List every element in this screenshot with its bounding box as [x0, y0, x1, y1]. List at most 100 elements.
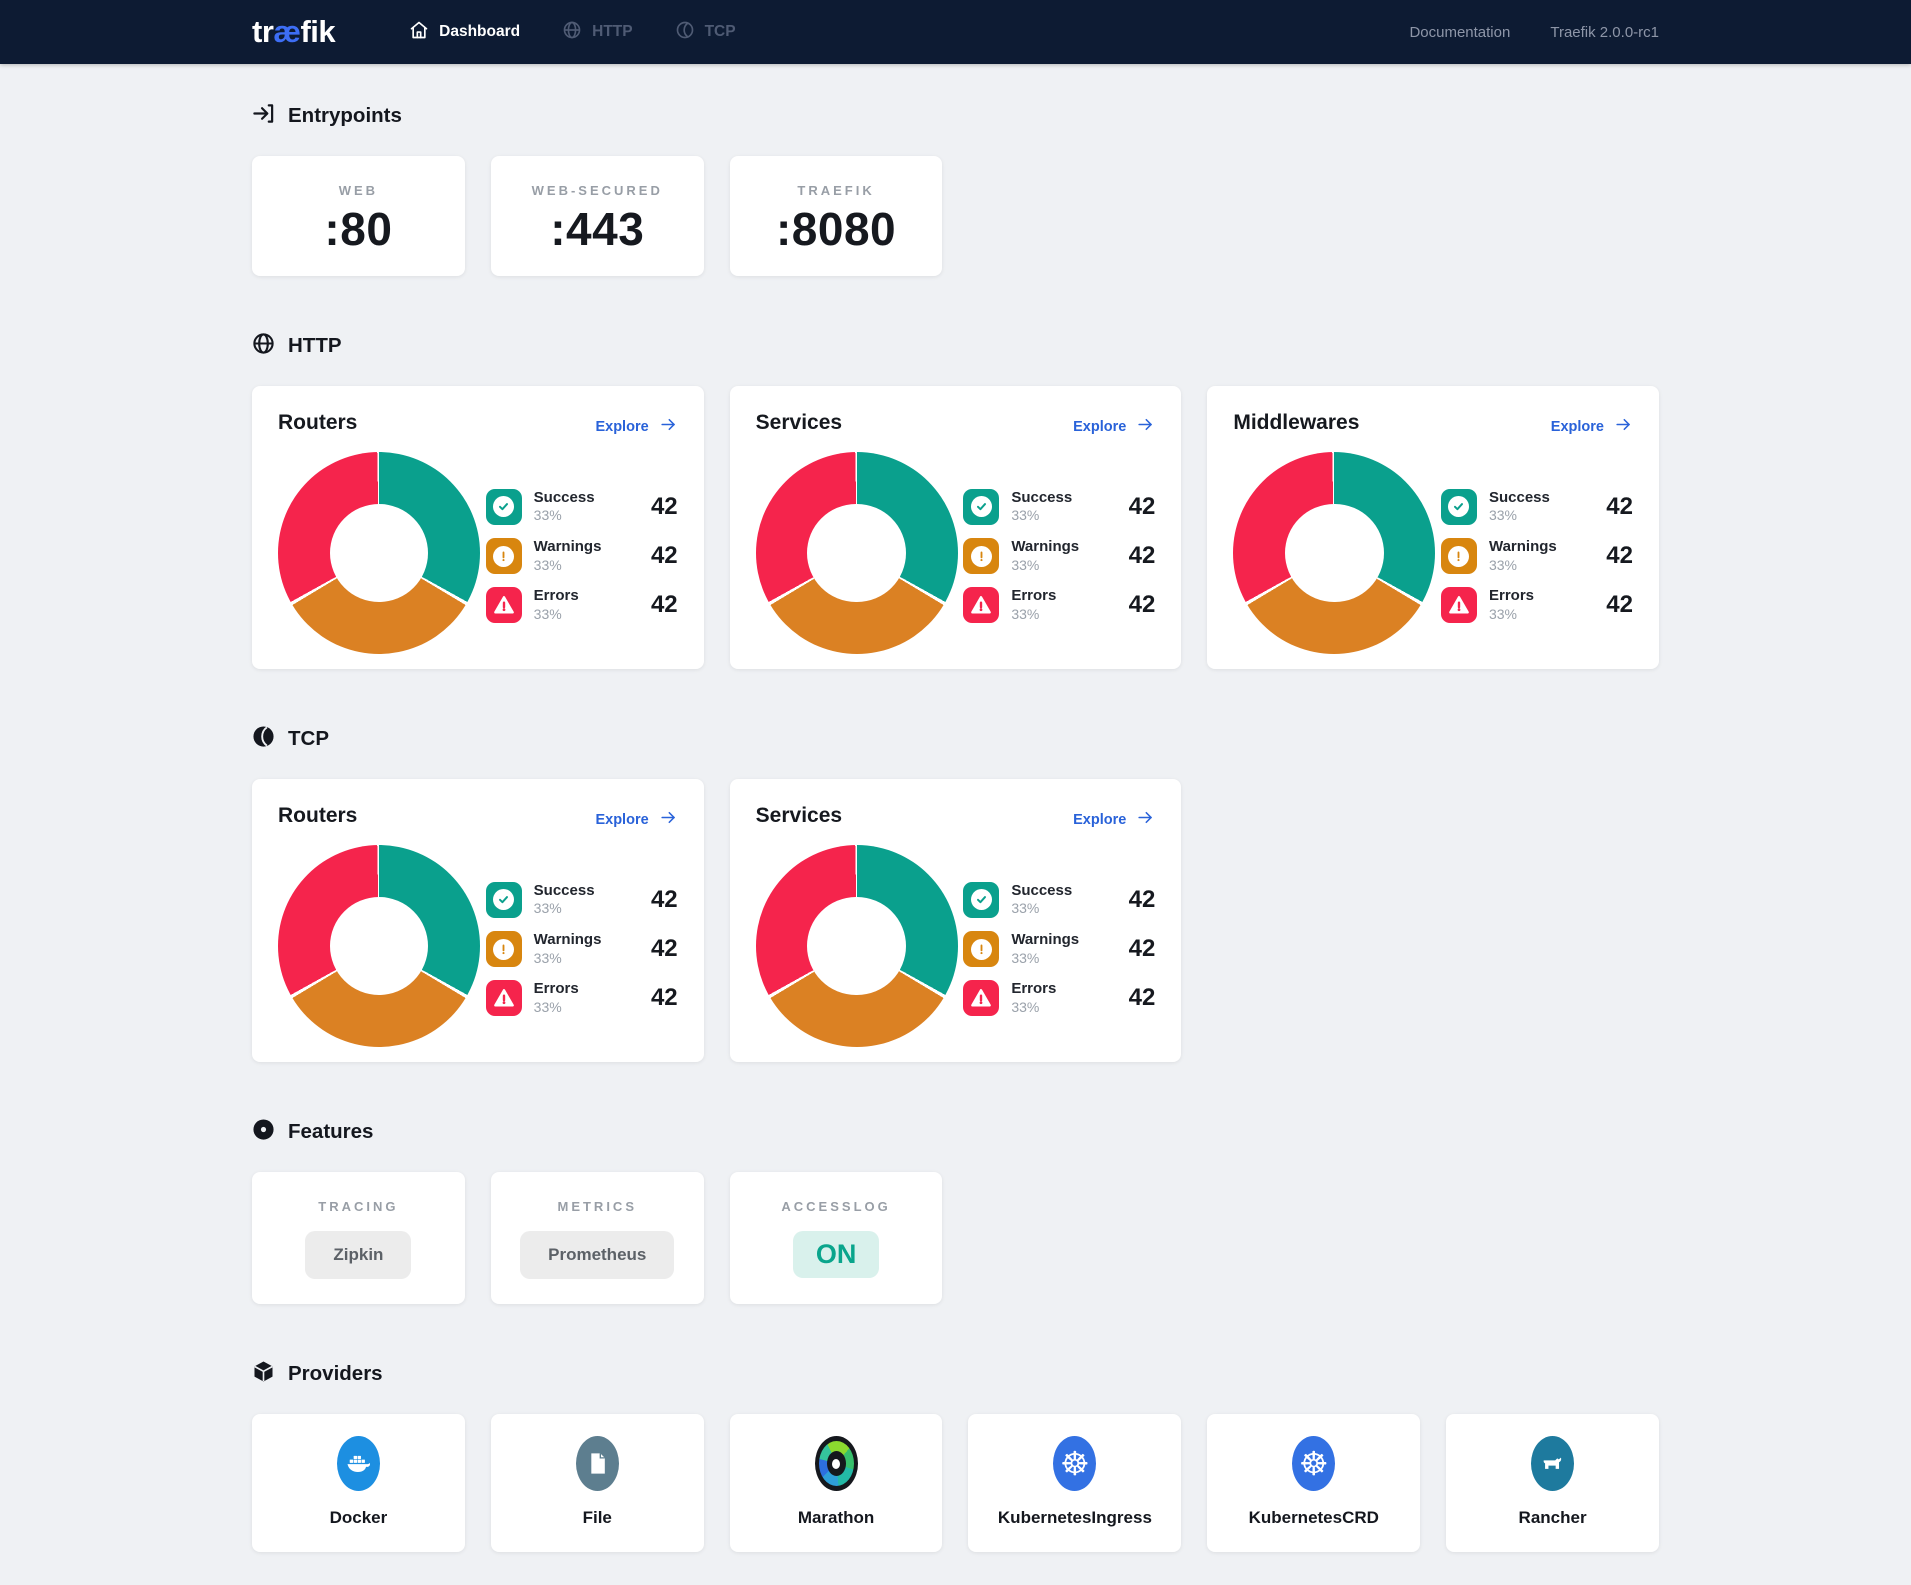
legend-percent: 33% — [1488, 556, 1518, 573]
traefik-logo[interactable]: træfik — [252, 14, 336, 50]
legend-label: Warnings — [1011, 537, 1080, 555]
legend-row-warnings: Warnings 33% 42 — [485, 537, 678, 574]
feature-value-badge: Zipkin — [305, 1231, 412, 1279]
legend-percent: 33% — [1011, 507, 1040, 524]
provider-card-docker: Docker — [252, 1414, 465, 1552]
feature-value-badge: Prometheus — [520, 1231, 675, 1279]
warning-exclamation-icon — [485, 931, 522, 967]
legend-label: Warnings — [533, 930, 602, 948]
entrypoint-value: :443 — [550, 203, 645, 255]
tcp-ball-icon — [675, 20, 695, 45]
nav-item-tcp[interactable]: TCP — [675, 20, 736, 45]
warning-exclamation-icon — [485, 538, 522, 574]
success-check-icon — [485, 881, 522, 918]
donut-chart — [278, 845, 480, 1047]
donut-chart — [755, 845, 958, 1047]
provider-card-rancher: Rancher — [1446, 1414, 1659, 1552]
providers-grid: Docker File Marathon ☸ KubernetesIngress… — [252, 1414, 1659, 1552]
explore-link[interactable]: Explore — [595, 808, 677, 831]
home-icon — [409, 20, 429, 45]
feature-label: TRACING — [318, 1199, 399, 1214]
success-check-icon — [963, 881, 1000, 918]
http-middlewares-card: Middlewares Explore Success 33% 42 — [1207, 386, 1659, 669]
legend-value: 42 — [1128, 885, 1156, 913]
chart-legend: Success 33% 42 Warnings 33% 42 Errors 33% 4… — [485, 489, 678, 624]
warning-exclamation-icon — [1440, 538, 1477, 574]
legend-label: Errors — [1011, 980, 1057, 998]
explore-link[interactable]: Explore — [1551, 415, 1633, 438]
legend-value: 42 — [1128, 542, 1156, 569]
provider-name: File — [582, 1508, 612, 1527]
legend-value: 42 — [650, 984, 678, 1012]
kubernetes-helm-icon: ☸ — [1053, 1436, 1097, 1491]
chart-legend: Success 33% 42 Warnings 33% 42 Errors 33% 4… — [963, 882, 1155, 1017]
entrypoint-label: WEB-SECURED — [531, 183, 663, 198]
legend-percent: 33% — [1488, 507, 1518, 524]
feature-card-accesslog: ACCESSLOG ON — [729, 1172, 943, 1304]
explore-label: Explore — [1550, 418, 1604, 435]
arrow-right-icon — [1614, 415, 1633, 438]
legend-percent: 33% — [533, 605, 562, 622]
legend-value: 42 — [1606, 492, 1633, 520]
chart-legend: Success 33% 42 Warnings 33% 42 Errors 33% 4… — [485, 881, 678, 1017]
cube-icon — [252, 1360, 275, 1388]
legend-value: 42 — [1606, 542, 1633, 569]
error-triangle-icon — [1440, 587, 1477, 624]
provider-card-file: File — [490, 1414, 704, 1552]
documentation-link[interactable]: Documentation — [1409, 23, 1511, 41]
http-cards-grid: Routers Explore Success 33% 42 Warn — [252, 386, 1659, 669]
legend-row-errors: Errors 33% 42 — [485, 980, 678, 1017]
nav-item-dashboard[interactable]: Dashboard — [409, 20, 520, 45]
legend-label: Warnings — [533, 537, 602, 555]
legend-label: Success — [1488, 488, 1550, 506]
card-title: Services — [755, 804, 843, 827]
entrypoint-card-traefik: TRAEFIK :8080 — [729, 156, 943, 276]
tcp-section-header: TCP — [252, 725, 1659, 753]
warning-exclamation-icon — [963, 538, 1000, 574]
logo-accent-text: æ — [273, 14, 301, 49]
chart-legend: Success 33% 42 Warnings 33% 42 Errors 33% 4… — [963, 489, 1155, 624]
version-label: Traefik 2.0.0-rc1 — [1550, 23, 1659, 41]
docker-whale-icon — [336, 1436, 380, 1491]
entrypoints-section-header: Entrypoints — [252, 102, 1659, 130]
donut-chart — [755, 452, 958, 654]
provider-name: KubernetesCRD — [1248, 1508, 1379, 1527]
legend-row-warnings: Warnings 33% 42 — [485, 930, 678, 967]
provider-card-kubernetescrd: ☸ KubernetesCRD — [1207, 1414, 1421, 1552]
rancher-bull-icon — [1531, 1436, 1575, 1491]
donut-chart — [278, 452, 480, 654]
nav-item-http[interactable]: HTTP — [562, 20, 633, 45]
provider-name: Docker — [329, 1508, 388, 1527]
legend-value: 42 — [650, 591, 678, 619]
legend-percent: 33% — [1011, 556, 1040, 573]
legend-percent: 33% — [533, 900, 562, 917]
feature-label: METRICS — [557, 1199, 637, 1214]
card-title: Services — [755, 411, 843, 434]
legend-value: 42 — [1606, 591, 1633, 619]
section-title-http: HTTP — [288, 334, 342, 357]
legend-percent: 33% — [1488, 605, 1518, 622]
legend-row-warnings: Warnings 33% 42 — [963, 931, 1155, 967]
legend-label: Warnings — [1011, 930, 1080, 948]
tcp-routers-card: Routers Explore Success 33% 42 Warn — [252, 779, 704, 1062]
feature-label: ACCESSLOG — [781, 1199, 891, 1214]
entrypoint-card-web: WEB :80 — [252, 156, 465, 276]
explore-label: Explore — [1073, 418, 1127, 435]
provider-name: Marathon — [797, 1508, 875, 1527]
legend-percent: 33% — [1011, 949, 1040, 966]
explore-link[interactable]: Explore — [1073, 415, 1155, 438]
legend-label: Success — [1011, 881, 1073, 899]
top-navbar: træfik Dashboard HTTP TCP — [0, 0, 1911, 64]
arrow-right-icon — [659, 808, 678, 831]
legend-value: 42 — [1128, 492, 1156, 520]
feature-on-badge: ON — [792, 1231, 880, 1278]
disc-icon — [252, 1118, 275, 1146]
explore-link[interactable]: Explore — [1073, 808, 1155, 831]
legend-row-success: Success 33% 42 — [963, 489, 1155, 525]
explore-link[interactable]: Explore — [595, 415, 677, 438]
feature-card-metrics: METRICS Prometheus — [490, 1172, 704, 1304]
legend-percent: 33% — [1011, 900, 1040, 917]
legend-percent: 33% — [533, 998, 562, 1015]
section-title-features: Features — [288, 1120, 374, 1143]
legend-percent: 33% — [533, 949, 562, 966]
